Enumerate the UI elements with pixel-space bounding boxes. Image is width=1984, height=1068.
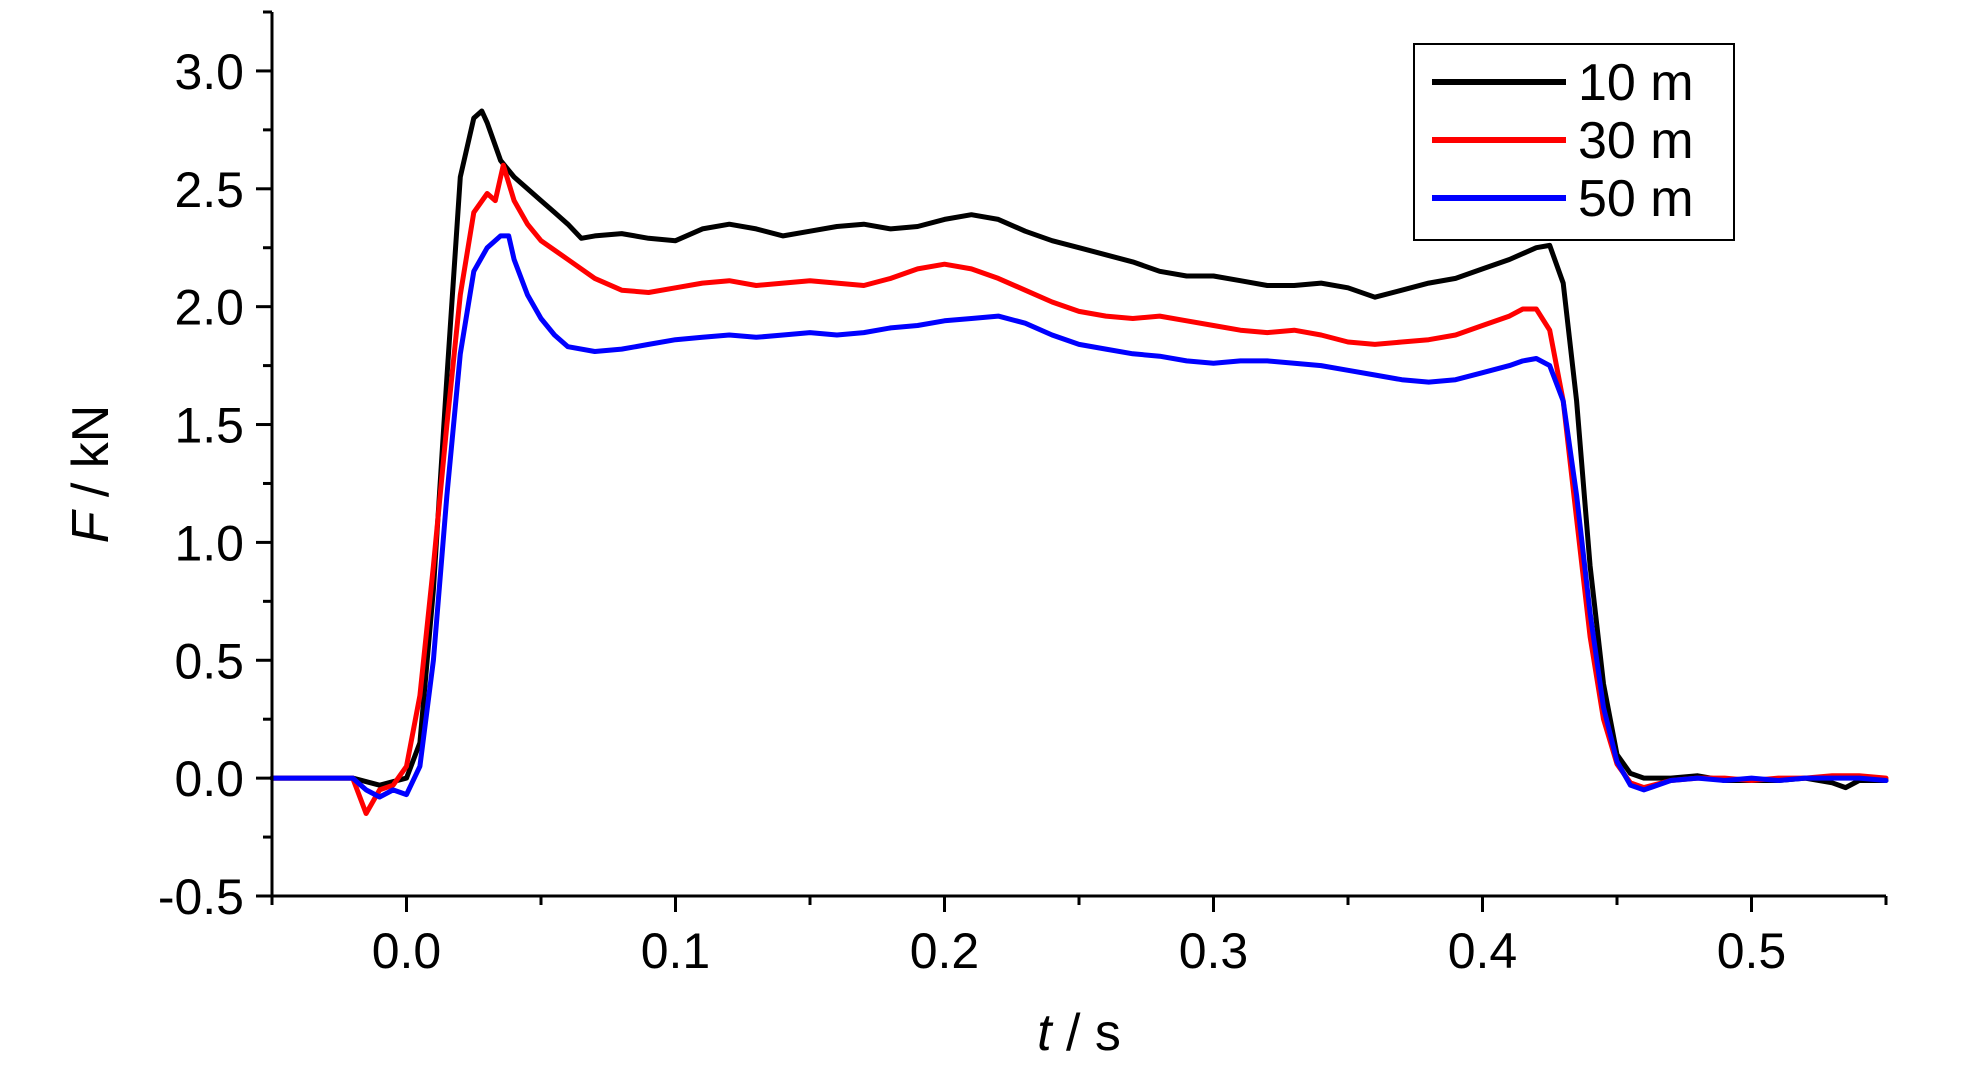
legend: 10 m30 m50 m xyxy=(1413,43,1735,241)
x-tick-label: 0.1 xyxy=(641,923,711,979)
x-tick-label: 0.2 xyxy=(910,923,980,979)
x-tick-label: 0.3 xyxy=(1179,923,1249,979)
legend-label-3: 50 m xyxy=(1578,170,1694,228)
legend-label-1: 10 m xyxy=(1578,54,1694,112)
y-axis-title-symbol: F xyxy=(62,508,120,543)
x-axis-title: t / s xyxy=(1037,1004,1121,1062)
y-tick-label: -0.5 xyxy=(158,869,244,925)
y-tick-label: 0.5 xyxy=(174,633,244,689)
axes: -0.5 0.0 0.5 1.0 1.5 2.0 2.5 3.0 0.0 0.1 0.2 0.3 0.4… xyxy=(158,10,1888,979)
y-axis-title: F / kN xyxy=(62,405,120,544)
x-axis-title-unit: / s xyxy=(1052,1004,1121,1062)
y-tick-label: 0.0 xyxy=(174,751,244,807)
y-tick-label: 3.0 xyxy=(174,44,244,100)
series-line-1 xyxy=(269,108,1889,791)
x-tick-label: 0.5 xyxy=(1717,923,1787,979)
y-tick-label: 2.5 xyxy=(174,162,244,218)
series-line-3 xyxy=(269,233,1889,800)
x-tick-label: 0.0 xyxy=(372,923,442,979)
y-tick-label: 2.0 xyxy=(174,280,244,336)
legend-label-2: 30 m xyxy=(1578,112,1694,170)
y-axis-title-unit: / kN xyxy=(62,405,120,512)
y-tick-label: 1.5 xyxy=(174,398,244,454)
x-tick-label: 0.4 xyxy=(1448,923,1518,979)
series-layer xyxy=(269,108,1889,816)
y-tick-label: 1.0 xyxy=(174,515,244,571)
x-axis-title-symbol: t xyxy=(1037,1004,1054,1062)
